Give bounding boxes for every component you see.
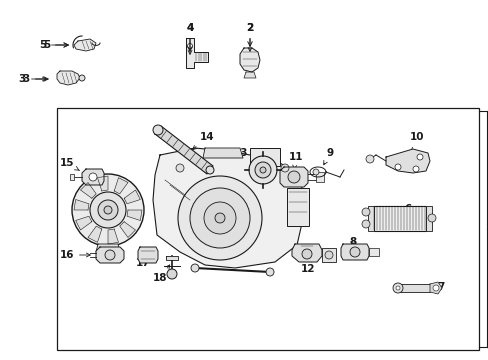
Circle shape [349, 247, 359, 257]
Text: 13: 13 [233, 148, 254, 161]
Text: 6: 6 [396, 204, 411, 216]
Circle shape [432, 285, 438, 291]
Polygon shape [108, 229, 118, 244]
Bar [70, 174, 74, 180]
Text: 5: 5 [42, 40, 68, 50]
Text: 2: 2 [246, 23, 253, 46]
Polygon shape [127, 210, 142, 221]
Circle shape [312, 169, 318, 175]
Polygon shape [57, 71, 80, 85]
Circle shape [187, 44, 192, 49]
Polygon shape [138, 247, 158, 263]
Polygon shape [120, 222, 135, 238]
Text: 4: 4 [186, 23, 193, 51]
Circle shape [105, 250, 115, 260]
Text: 5: 5 [39, 40, 68, 50]
Bar [321, 248, 335, 262]
Polygon shape [240, 48, 260, 72]
Bar [367, 206, 373, 231]
Circle shape [98, 200, 118, 220]
Polygon shape [165, 256, 178, 260]
Polygon shape [81, 183, 96, 198]
Bar [315, 172, 324, 182]
Circle shape [394, 164, 400, 170]
Text: 4: 4 [186, 23, 193, 54]
Polygon shape [114, 178, 128, 194]
Polygon shape [280, 167, 307, 187]
Circle shape [191, 264, 199, 272]
Circle shape [412, 166, 418, 172]
Polygon shape [82, 169, 104, 185]
Text: 18: 18 [152, 265, 169, 283]
Bar [57, 108, 478, 350]
Text: 7: 7 [429, 282, 444, 292]
Circle shape [153, 125, 163, 135]
Circle shape [203, 202, 236, 234]
Circle shape [248, 156, 276, 184]
Bar [249, 148, 280, 166]
Polygon shape [74, 39, 96, 51]
Polygon shape [97, 176, 108, 191]
Text: 3: 3 [19, 74, 46, 84]
Circle shape [79, 75, 85, 81]
Circle shape [361, 208, 369, 216]
Polygon shape [124, 190, 140, 204]
Text: 12: 12 [300, 258, 315, 274]
Circle shape [361, 220, 369, 228]
Circle shape [254, 162, 270, 178]
Circle shape [167, 269, 177, 279]
Circle shape [325, 251, 332, 259]
Polygon shape [244, 72, 256, 78]
Circle shape [260, 167, 265, 173]
Text: 8: 8 [348, 237, 356, 247]
Text: 3: 3 [23, 74, 48, 84]
Circle shape [105, 249, 111, 255]
Text: 2: 2 [246, 23, 253, 51]
Bar [368, 248, 378, 256]
Circle shape [90, 192, 126, 228]
Bar [425, 206, 431, 231]
Circle shape [215, 213, 224, 223]
Circle shape [190, 188, 249, 248]
Polygon shape [185, 38, 207, 68]
Bar [399, 284, 429, 292]
Circle shape [427, 214, 435, 222]
Polygon shape [291, 244, 321, 262]
Circle shape [392, 283, 402, 293]
Polygon shape [429, 282, 441, 294]
Circle shape [365, 155, 373, 163]
Polygon shape [88, 226, 102, 242]
Circle shape [178, 176, 262, 260]
Polygon shape [340, 244, 368, 260]
Circle shape [395, 286, 399, 290]
Circle shape [302, 249, 311, 259]
Circle shape [205, 166, 214, 174]
Polygon shape [203, 148, 243, 158]
Circle shape [287, 171, 299, 183]
Circle shape [89, 173, 97, 181]
Text: 15: 15 [60, 158, 79, 170]
Circle shape [176, 164, 183, 172]
Bar [286, 188, 308, 226]
Text: 17: 17 [135, 258, 150, 268]
Text: 10: 10 [408, 132, 424, 154]
Text: 14: 14 [192, 132, 214, 149]
Polygon shape [385, 149, 429, 173]
Circle shape [104, 206, 112, 214]
Text: 11: 11 [288, 152, 303, 169]
Polygon shape [155, 126, 213, 174]
Bar [373, 206, 425, 231]
Polygon shape [96, 244, 120, 256]
Polygon shape [76, 216, 92, 230]
Circle shape [265, 268, 273, 276]
Polygon shape [96, 247, 124, 263]
Polygon shape [74, 199, 89, 210]
Circle shape [281, 164, 288, 172]
Circle shape [416, 154, 422, 160]
Text: 16: 16 [60, 250, 90, 260]
Text: 9: 9 [323, 148, 333, 165]
Polygon shape [153, 148, 305, 268]
Circle shape [72, 174, 143, 246]
